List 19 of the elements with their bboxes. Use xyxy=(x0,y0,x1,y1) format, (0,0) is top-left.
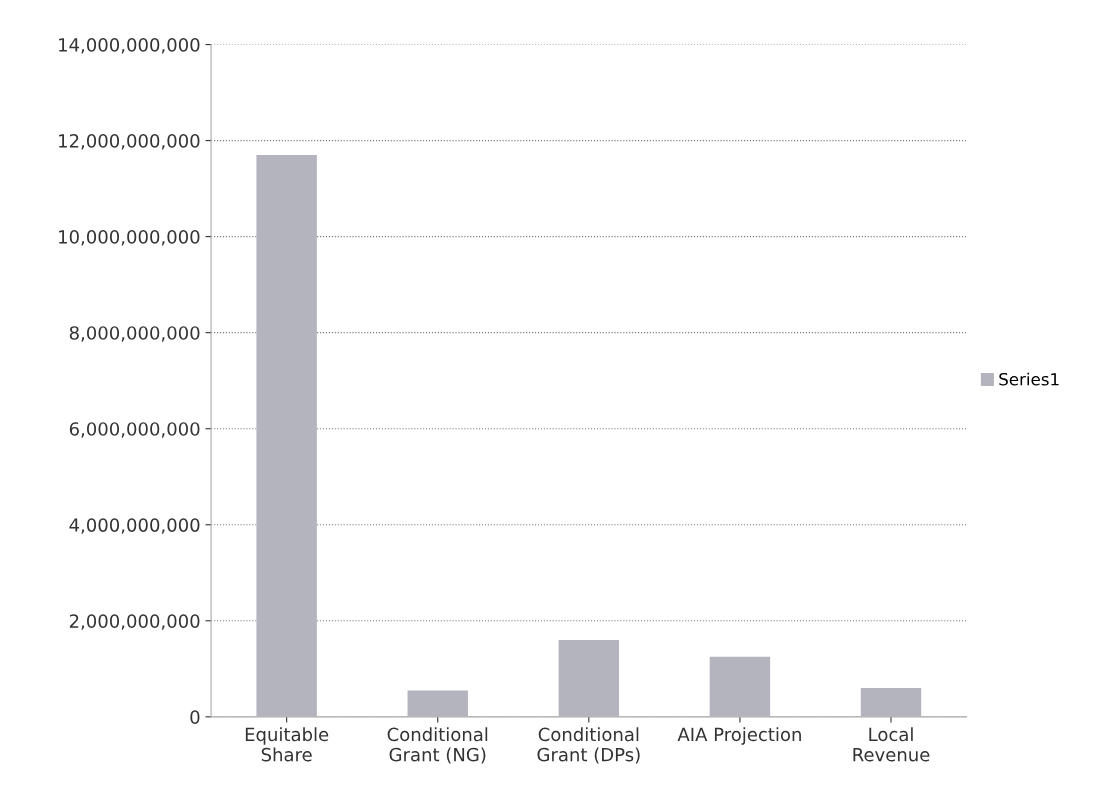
bar xyxy=(558,640,620,717)
y-tick-label: 0 xyxy=(190,710,200,724)
x-tick-label: Local Revenue xyxy=(853,727,930,762)
bar xyxy=(256,155,317,717)
y-tick-label: 6,000,000,000 xyxy=(69,422,200,438)
y-tick-label: 2,000,000,000 xyxy=(69,614,200,630)
y-tick-label: 12,000,000,000 xyxy=(59,134,200,150)
x-tick-label: AIA Projection xyxy=(677,727,801,745)
x-tick-label: Conditional Grant (DPs) xyxy=(537,727,640,764)
bar xyxy=(709,656,771,717)
legend-label: Series1 xyxy=(999,372,1059,386)
y-tick-label: 10,000,000,000 xyxy=(59,230,200,246)
bar xyxy=(860,688,922,717)
x-tick-label: Equitable Share xyxy=(245,727,329,762)
y-tick-label: 8,000,000,000 xyxy=(69,326,200,342)
bar xyxy=(407,690,468,717)
x-tick-label: Conditional Grant (NG) xyxy=(387,727,488,764)
y-tick-label: 14,000,000,000 xyxy=(59,38,200,54)
y-tick-label: 4,000,000,000 xyxy=(69,518,200,534)
